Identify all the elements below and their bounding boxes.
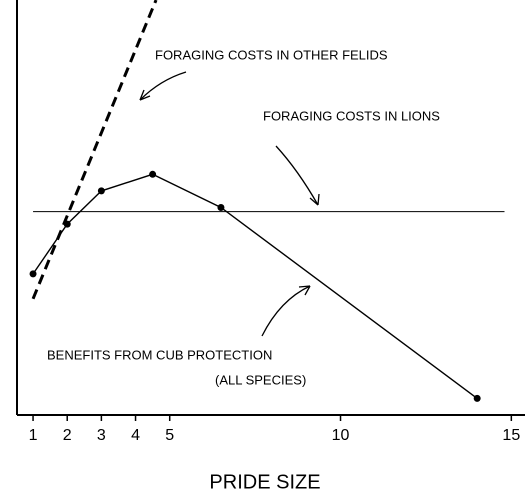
arrows: [139, 71, 320, 337]
annotation: (ALL SPECIES): [215, 372, 306, 387]
arrow-head: [139, 89, 151, 101]
series-line: [31, 0, 158, 300]
annotation: FORAGING COSTS IN LIONS: [263, 108, 440, 123]
arrow-head: [309, 193, 320, 206]
series-line: [32, 173, 478, 399]
x-tick-label: 15: [502, 427, 520, 444]
point: [149, 170, 157, 178]
arrow: [139, 71, 187, 101]
x-tick-label: 3: [97, 427, 106, 444]
point: [473, 394, 481, 402]
x-axis-label: PRIDE SIZE: [209, 471, 320, 493]
annotation: FORAGING COSTS IN OTHER FELIDS: [155, 47, 388, 62]
x-tick-label: 1: [29, 427, 38, 444]
arrow: [275, 145, 319, 206]
point: [29, 270, 37, 278]
x-tick-label: 10: [332, 427, 350, 444]
x-tick-label: 2: [63, 427, 72, 444]
x-tick-label: 4: [131, 427, 140, 444]
annotation: BENEFITS FROM CUB PROTECTION: [47, 347, 272, 362]
point: [97, 187, 105, 195]
x-tick-label: 5: [165, 427, 174, 444]
arrow: [261, 285, 311, 337]
arrow-head: [298, 285, 311, 296]
point: [217, 204, 225, 211]
